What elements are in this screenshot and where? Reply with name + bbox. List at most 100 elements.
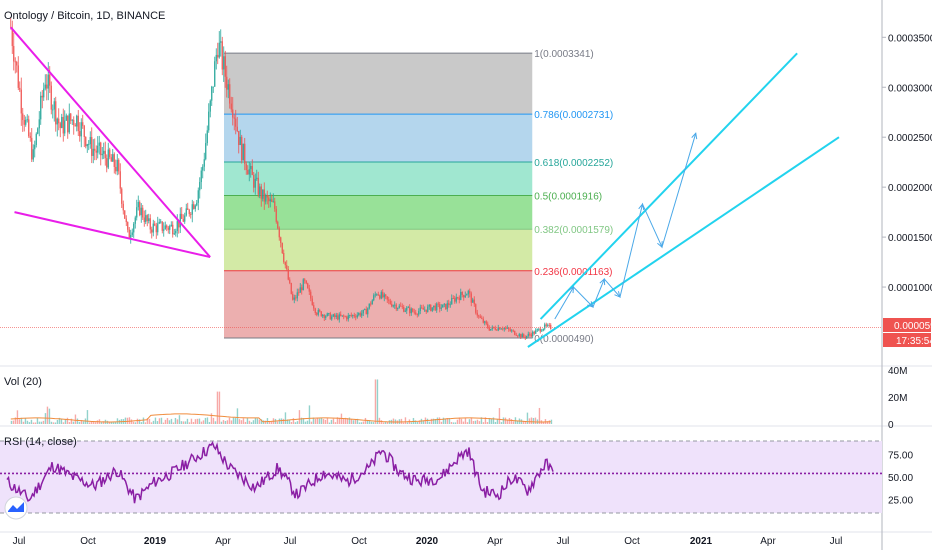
candle-body [461, 291, 463, 295]
candle-body [181, 213, 183, 219]
volume-bar [464, 418, 467, 424]
candle-body [211, 86, 213, 101]
volume-bar [304, 421, 307, 424]
candle-body [400, 305, 402, 307]
fibonacci-retracement[interactable]: 1(0.0003341) 0.786(0.0002731) 0.618(0.0002… [224, 49, 613, 345]
volume-bar [456, 419, 459, 424]
candle-body [113, 154, 115, 167]
volume-bar [434, 418, 437, 424]
candle-body [169, 226, 171, 230]
projection-path [554, 133, 697, 320]
candle-body [34, 144, 36, 150]
volume-bar [486, 422, 489, 424]
candle-body [92, 148, 94, 156]
candle-body [418, 311, 420, 315]
symbol-title[interactable]: Ontology / Bitcoin, 1D, BINANCE [4, 10, 165, 22]
candle-body [512, 330, 514, 332]
time-tick-label: Oct [80, 536, 96, 547]
volume-bar [332, 418, 335, 424]
candle-body [310, 291, 312, 299]
volume-bar [214, 421, 217, 424]
candle-body [19, 87, 21, 90]
candle-body [190, 214, 192, 215]
time-tick-label: Oct [624, 536, 640, 547]
fib-band-0.382 [224, 229, 533, 271]
candle-body [17, 65, 19, 88]
volume-bar [28, 422, 31, 424]
volume-bar [176, 419, 179, 424]
candle-body [221, 41, 223, 70]
candle-body [95, 150, 97, 153]
trend-drawings[interactable] [9, 26, 840, 348]
candle-body [451, 298, 453, 305]
candle-body [70, 113, 72, 121]
volume-pane-title[interactable]: Vol (20) [4, 376, 42, 388]
rsi-pane-title[interactable]: RSI (14, close) [4, 436, 77, 448]
candle-body [29, 136, 31, 138]
candle-body [545, 324, 547, 326]
volume-bar [542, 421, 545, 424]
bar-countdown: 17:35:54 [896, 336, 932, 347]
candle-body [412, 308, 414, 312]
volume-bar [382, 422, 385, 424]
volume-bar [128, 417, 131, 424]
volume-bar [186, 418, 189, 424]
candle-body [43, 88, 45, 98]
candle-body [490, 328, 492, 331]
candle-body [331, 316, 333, 320]
candle-body [292, 293, 294, 300]
candle-body [256, 177, 258, 179]
candle-body [142, 207, 144, 218]
volume-bar [242, 418, 245, 424]
volume-bar [350, 418, 353, 424]
volume-bar [472, 421, 475, 424]
volume-bar [478, 421, 481, 424]
candle-body [50, 85, 52, 110]
volume-bar [282, 418, 285, 424]
volume-bar [298, 410, 301, 424]
volume-bar [484, 417, 487, 424]
candle-body [266, 195, 268, 198]
volume-bar [314, 418, 317, 424]
candle-body [511, 330, 513, 332]
candle-body [538, 328, 540, 330]
candle-body [118, 159, 120, 172]
volume-bar [34, 422, 37, 424]
time-tick-label: 2020 [416, 536, 439, 547]
volume-bar [260, 419, 263, 424]
fib-label-0.5: 0.5(0.0001916) [534, 192, 602, 203]
candle-body [259, 186, 261, 195]
tradingview-logo-icon[interactable] [4, 496, 28, 520]
candle-body [320, 311, 322, 317]
volume-bar [336, 417, 339, 424]
candle-body [394, 304, 396, 306]
volume-bar [534, 417, 537, 424]
volume-bar [266, 418, 269, 424]
candle-body [421, 307, 423, 309]
candle-body [152, 223, 154, 233]
volume-bar [132, 421, 135, 424]
volume-bar [384, 421, 387, 424]
candle-body [91, 137, 93, 156]
volume-bar [54, 422, 57, 424]
candle-body [13, 46, 15, 62]
candle-body [280, 237, 282, 243]
rsi-indicator [0, 440, 882, 514]
candle-body [287, 269, 289, 280]
candle-body [430, 304, 432, 311]
candle-body [122, 203, 124, 211]
volume-bar [20, 417, 23, 424]
candle-body [410, 308, 412, 314]
volume-bar [240, 420, 243, 424]
volume-bar [32, 422, 35, 424]
fib-band-0.236 [224, 270, 533, 338]
candle-body [508, 327, 510, 330]
candle-body [59, 123, 61, 128]
volume-bar [110, 421, 113, 424]
candle-body [350, 315, 352, 316]
candle-body [325, 316, 327, 318]
fib-label-0.618: 0.618(0.0002252) [534, 158, 613, 169]
volume-bar [112, 422, 115, 424]
fib-label-0.382: 0.382(0.0001579) [534, 225, 613, 236]
candle-body [62, 116, 64, 134]
